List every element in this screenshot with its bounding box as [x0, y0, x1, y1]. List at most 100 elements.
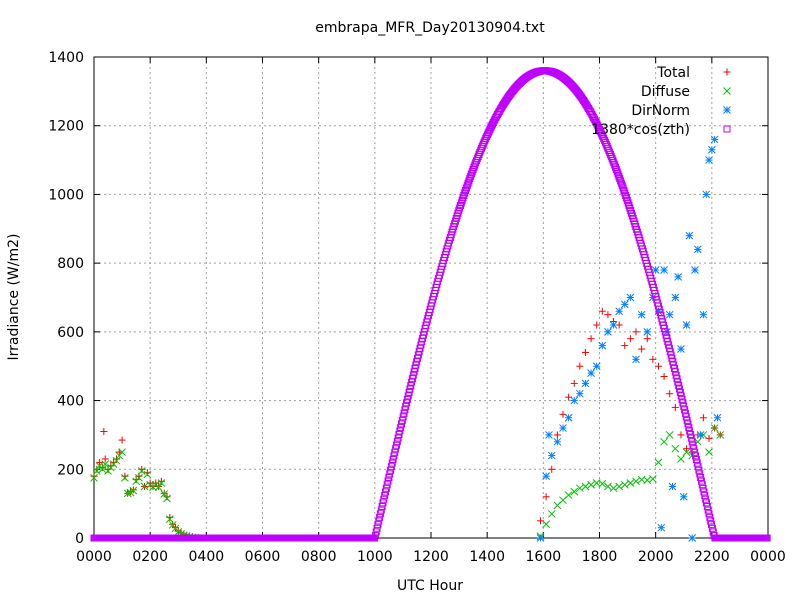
data-point — [376, 510, 384, 518]
data-point — [398, 416, 406, 424]
data-point — [665, 310, 674, 319]
data-point — [400, 409, 408, 417]
data-point — [682, 321, 691, 329]
data-point — [564, 491, 573, 499]
data-point — [545, 431, 553, 439]
data-point — [671, 293, 680, 302]
x-tick-label: 1200 — [413, 549, 449, 565]
data-point — [570, 396, 579, 405]
y-tick-label: 0 — [75, 531, 84, 547]
data-point — [575, 484, 584, 493]
data-point — [682, 448, 691, 456]
data-point — [701, 492, 709, 500]
data-point — [706, 513, 714, 521]
data-point — [466, 175, 474, 183]
data-point — [604, 311, 612, 319]
x-tick-label: 1800 — [582, 549, 618, 565]
data-point — [464, 179, 472, 187]
data-point — [609, 484, 618, 493]
data-point — [697, 477, 705, 485]
x-tick-label: 2000 — [638, 549, 674, 565]
data-point — [694, 463, 702, 471]
data-point — [674, 273, 682, 281]
data-point — [619, 184, 627, 192]
data-point — [386, 470, 394, 478]
data-point — [101, 460, 110, 468]
data-point — [548, 465, 556, 473]
data-point — [100, 427, 108, 435]
data-point — [707, 145, 716, 154]
data-point — [375, 517, 383, 525]
x-tick-label: 1400 — [469, 549, 505, 565]
data-point — [686, 427, 694, 435]
data-point — [621, 342, 629, 350]
data-point — [154, 483, 163, 492]
data-point — [160, 490, 169, 498]
data-point — [598, 341, 607, 350]
data-point — [388, 459, 396, 467]
x-tick-label: 0600 — [245, 549, 281, 565]
data-point — [467, 170, 475, 178]
data-point — [377, 506, 385, 514]
data-point — [707, 517, 715, 525]
data-point — [465, 177, 473, 185]
data-point — [379, 499, 387, 507]
data-point — [390, 452, 398, 460]
data-point — [612, 163, 620, 171]
data-point — [684, 420, 692, 428]
data-point — [615, 172, 623, 180]
data-point — [459, 194, 467, 202]
x-tick-label: 0000 — [750, 549, 786, 565]
data-point — [587, 480, 595, 489]
data-point — [616, 175, 624, 183]
data-point — [677, 345, 685, 353]
data-point — [140, 482, 149, 491]
data-point — [687, 434, 695, 442]
data-point — [689, 441, 697, 449]
x-tick-label: 2200 — [694, 549, 730, 565]
data-marks — [90, 67, 771, 542]
legend-symbol — [723, 106, 731, 114]
data-point — [581, 348, 589, 356]
data-point — [702, 495, 710, 503]
data-point — [542, 520, 550, 529]
data-point — [654, 362, 662, 370]
y-tick-label: 400 — [57, 394, 84, 410]
data-point — [383, 481, 391, 489]
data-point — [621, 189, 629, 197]
data-point — [129, 486, 138, 495]
data-point — [693, 459, 701, 467]
data-point — [461, 189, 469, 197]
data-point — [679, 492, 688, 501]
data-point — [575, 389, 584, 398]
data-point — [685, 423, 693, 431]
data-point — [703, 502, 711, 510]
data-point — [688, 438, 696, 446]
data-point — [698, 481, 706, 489]
data-point — [380, 495, 388, 503]
data-point — [705, 448, 713, 456]
data-point — [592, 362, 601, 371]
data-point — [622, 191, 630, 199]
data-point — [389, 456, 397, 464]
data-point — [394, 434, 402, 442]
data-point — [395, 431, 403, 439]
data-point — [686, 431, 694, 439]
legend-symbol — [723, 125, 731, 133]
data-point — [542, 493, 550, 501]
data-point — [671, 403, 679, 411]
data-point — [382, 484, 390, 492]
data-point — [710, 424, 719, 432]
data-point — [467, 172, 475, 180]
data-point — [118, 448, 126, 456]
legend-symbol — [723, 68, 731, 76]
data-point — [695, 466, 703, 474]
data-point — [92, 467, 101, 475]
data-point — [681, 409, 689, 417]
data-point — [598, 307, 606, 315]
data-point — [581, 482, 590, 491]
x-tick-label: 0000 — [76, 549, 112, 565]
data-point — [618, 182, 626, 190]
data-point — [468, 168, 476, 176]
data-point — [665, 431, 674, 439]
